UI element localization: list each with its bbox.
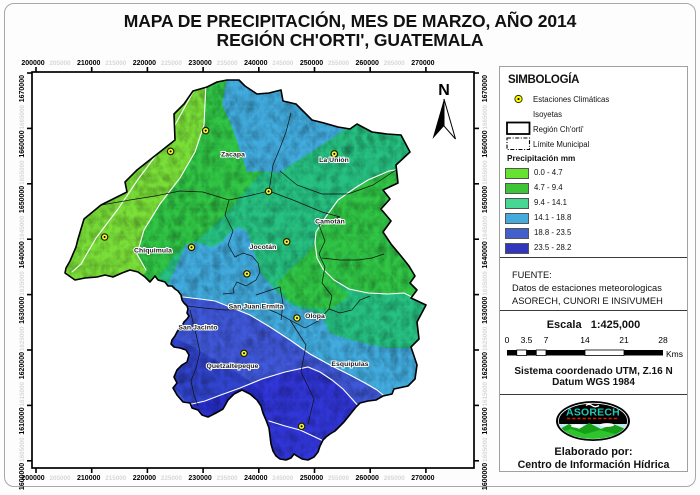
svg-text:1670000: 1670000 <box>482 75 489 102</box>
svg-text:1645000: 1645000 <box>19 215 26 240</box>
svg-text:205000: 205000 <box>49 60 71 67</box>
svg-text:1605000: 1605000 <box>19 437 26 462</box>
svg-text:1625000: 1625000 <box>482 326 489 351</box>
svg-text:260000: 260000 <box>356 475 379 482</box>
svg-text:235000: 235000 <box>217 60 239 67</box>
svg-text:205000: 205000 <box>49 475 71 482</box>
svg-text:265000: 265000 <box>384 60 406 67</box>
svg-text:1660000: 1660000 <box>19 130 26 157</box>
svg-text:1640000: 1640000 <box>482 241 489 268</box>
svg-text:7: 7 <box>544 335 549 345</box>
svg-text:200000: 200000 <box>21 60 44 67</box>
svg-text:San Jacinto: San Jacinto <box>178 324 217 331</box>
svg-text:1655000: 1655000 <box>482 160 489 185</box>
svg-text:0: 0 <box>505 335 510 345</box>
svg-text:220000: 220000 <box>133 60 156 67</box>
svg-text:ASORECH: ASORECH <box>566 407 620 419</box>
svg-text:235000: 235000 <box>217 475 239 482</box>
svg-text:San Juan Ermita: San Juan Ermita <box>229 303 284 310</box>
svg-text:N: N <box>438 82 450 99</box>
svg-text:1655000: 1655000 <box>19 160 26 185</box>
svg-text:210000: 210000 <box>77 60 100 67</box>
svg-text:1630000: 1630000 <box>482 297 489 324</box>
svg-text:Quetzaltepeque: Quetzaltepeque <box>206 363 258 370</box>
svg-text:1635000: 1635000 <box>19 271 26 296</box>
svg-text:Esquipulas: Esquipulas <box>331 361 368 368</box>
svg-text:1635000: 1635000 <box>482 271 489 296</box>
svg-text:1645000: 1645000 <box>482 215 489 240</box>
svg-text:270000: 270000 <box>411 475 434 482</box>
svg-text:Kms: Kms <box>666 349 683 359</box>
svg-text:La Unión: La Unión <box>319 157 349 164</box>
svg-text:1670000: 1670000 <box>19 75 26 102</box>
svg-text:Camotán: Camotán <box>315 218 345 225</box>
svg-text:1605000: 1605000 <box>482 437 489 462</box>
svg-text:255000: 255000 <box>328 475 350 482</box>
svg-text:1650000: 1650000 <box>482 186 489 213</box>
svg-text:250000: 250000 <box>300 60 323 67</box>
svg-text:1615000: 1615000 <box>482 382 489 407</box>
svg-text:1640000: 1640000 <box>19 241 26 268</box>
svg-text:245000: 245000 <box>272 475 294 482</box>
svg-text:215000: 215000 <box>105 475 127 482</box>
svg-text:14: 14 <box>580 335 590 345</box>
svg-text:1620000: 1620000 <box>19 352 26 379</box>
svg-text:225000: 225000 <box>161 475 183 482</box>
svg-text:1650000: 1650000 <box>19 186 26 213</box>
svg-text:240000: 240000 <box>244 475 267 482</box>
svg-text:Olopa: Olopa <box>305 313 325 320</box>
svg-text:1600000: 1600000 <box>19 463 26 490</box>
svg-text:1600000: 1600000 <box>482 463 489 490</box>
svg-text:220000: 220000 <box>133 475 156 482</box>
svg-text:1610000: 1610000 <box>482 407 489 434</box>
svg-text:1665000: 1665000 <box>482 105 489 130</box>
svg-text:250000: 250000 <box>300 475 323 482</box>
svg-text:260000: 260000 <box>356 60 379 67</box>
svg-text:1620000: 1620000 <box>482 352 489 379</box>
svg-text:1660000: 1660000 <box>482 130 489 157</box>
svg-text:240000: 240000 <box>244 60 267 67</box>
svg-text:28: 28 <box>658 335 668 345</box>
svg-text:3.5: 3.5 <box>521 335 533 345</box>
svg-text:21: 21 <box>619 335 629 345</box>
svg-text:230000: 230000 <box>188 60 211 67</box>
svg-text:Zacapa: Zacapa <box>221 151 245 158</box>
svg-text:225000: 225000 <box>161 60 183 67</box>
svg-text:Jocotán: Jocotán <box>250 244 277 251</box>
svg-text:270000: 270000 <box>411 60 434 67</box>
svg-text:210000: 210000 <box>77 475 100 482</box>
svg-text:265000: 265000 <box>384 475 406 482</box>
svg-text:255000: 255000 <box>328 60 350 67</box>
svg-text:1665000: 1665000 <box>19 105 26 130</box>
svg-text:1630000: 1630000 <box>19 297 26 324</box>
svg-text:200000: 200000 <box>21 475 44 482</box>
svg-text:Chiquimula: Chiquimula <box>134 247 172 254</box>
svg-text:1615000: 1615000 <box>19 382 26 407</box>
svg-text:1610000: 1610000 <box>19 407 26 434</box>
svg-text:215000: 215000 <box>105 60 127 67</box>
svg-text:1625000: 1625000 <box>19 326 26 351</box>
svg-text:245000: 245000 <box>272 60 294 67</box>
svg-text:230000: 230000 <box>188 475 211 482</box>
